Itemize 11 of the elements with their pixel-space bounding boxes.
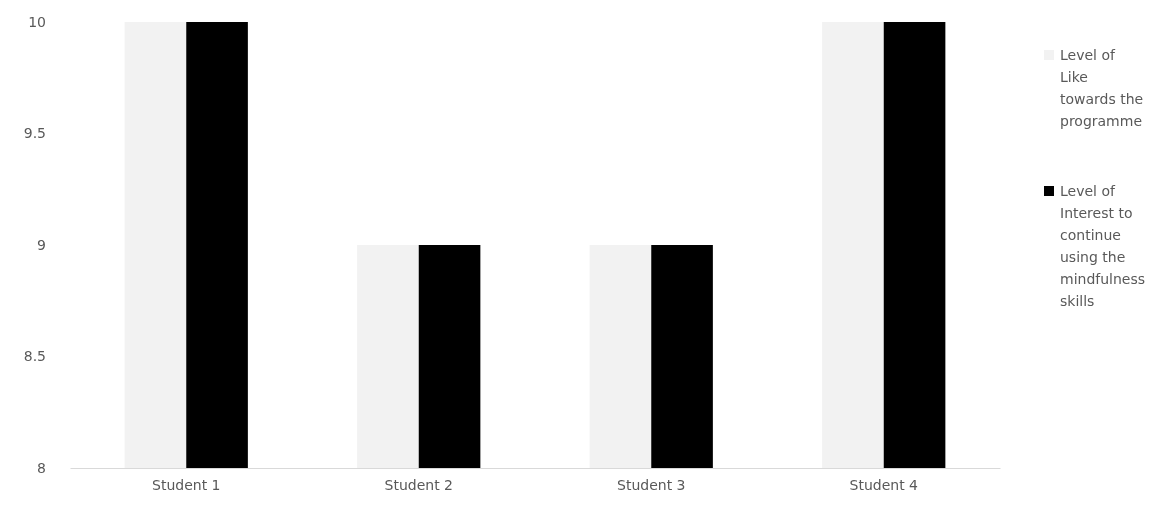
legend-label: Level of Like towards the programme [1060, 47, 1144, 129]
y-tick-label: 8 [37, 459, 46, 476]
x-tick-label: Student 3 [617, 476, 686, 493]
y-tick-label: 9.5 [23, 125, 46, 142]
x-tick-label: Student 2 [384, 476, 453, 493]
legend-label: Level of Interest to continue using the mindfulness skills [1060, 183, 1146, 309]
x-tick-label: Student 1 [152, 476, 221, 493]
x-tick-label: Student 4 [849, 476, 919, 493]
y-tick-label: 10 [28, 13, 46, 30]
y-tick-label: 8.5 [23, 348, 46, 365]
y-tick-label: 9 [37, 236, 46, 253]
